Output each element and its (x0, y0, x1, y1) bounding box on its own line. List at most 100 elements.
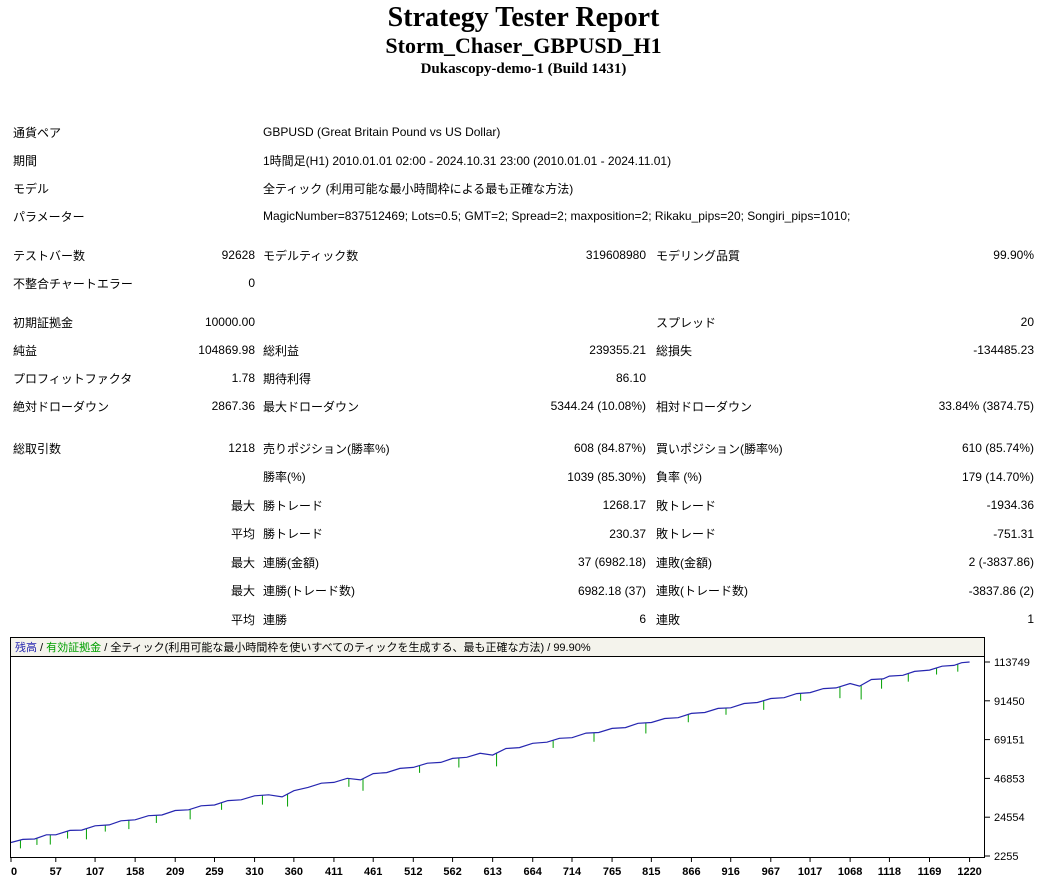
stat-value: 99.90% (993, 248, 1034, 262)
stat-label: 敗トレード (656, 498, 717, 513)
x-tick-label: 866 (682, 866, 700, 878)
y-tick-label: 69151 (994, 735, 1025, 747)
stat-value: 1 (1027, 612, 1034, 627)
stat-value: 6982.18 (37) (577, 583, 646, 598)
stat-label: 絶対ドローダウン (13, 399, 110, 414)
chart-legend-bar (11, 638, 984, 656)
stat-value: 610 (85.74%) (961, 441, 1034, 456)
stat-value: 319608980 (585, 248, 646, 262)
y-tick-label: 2255 (994, 851, 1018, 863)
info-value: 1時間足(H1) 2010.01.01 02:00 - 2024.10.31 2… (263, 153, 672, 168)
section-spacer (13, 297, 1034, 308)
stat-value: 平均 (230, 527, 255, 542)
x-tick-label: 209 (166, 866, 184, 878)
report-header: Strategy Tester Report Storm_Chaser_GBPU… (0, 2, 1047, 79)
x-tick-label: 360 (285, 866, 303, 878)
stat-label: 初期証拠金 (13, 315, 74, 330)
stat-value: 33.84% (3874.75) (938, 399, 1034, 413)
stat-value: 1.78 (231, 371, 255, 385)
stat-value: 10000.00 (204, 315, 255, 329)
stat-label: スプレッド (656, 315, 717, 330)
row-average-trade: 平均 勝トレード 230.37 敗トレード -751.31 (13, 520, 1034, 549)
stat-value: -134485.23 (973, 343, 1034, 357)
info-row-model: モデル 全ティック (利用可能な最小時間枠による最も正確な方法) (13, 174, 1034, 202)
row-largest-trade: 最大 勝トレード 1268.17 敗トレード -1934.36 (13, 491, 1034, 520)
chart-border (10, 637, 985, 858)
row-profit-factor: プロフィットファクタ 1.78 期待利得 86.10 (13, 364, 1034, 392)
stat-value: 2867.36 (211, 399, 255, 413)
stat-label: 総取引数 (13, 441, 62, 456)
stat-label: 連勝(トレード数) (263, 584, 355, 599)
info-label: パラメーター (13, 209, 85, 224)
info-label: モデル (13, 181, 50, 196)
info-value: GBPUSD (Great Britain Pound vs US Dollar… (263, 125, 501, 139)
stat-value: 86.10 (615, 371, 646, 385)
stat-label: 総利益 (263, 343, 300, 358)
expert-name: Storm_Chaser_GBPUSD_H1 (385, 33, 662, 59)
y-tick-label: 46853 (994, 773, 1025, 785)
stat-label: 連勝 (263, 612, 288, 627)
x-tick-label: 562 (443, 866, 461, 878)
stat-value: 6 (639, 612, 646, 627)
info-label: 通貨ペア (13, 125, 62, 140)
stat-value: -751.31 (993, 526, 1034, 541)
stat-value: 104869.98 (198, 343, 255, 357)
row-total-trades: 総取引数 1218 売りポジション(勝率%) 608 (84.87%) 買いポジ… (13, 434, 1034, 463)
row-mismatched-chart-errors: 不整合チャートエラー 0 (13, 269, 1034, 297)
info-label: 期間 (13, 153, 38, 168)
stat-label: 勝率(%) (263, 470, 306, 485)
info-row-currency-pair: 通貨ペア GBPUSD (Great Britain Pound vs US D… (13, 118, 1034, 146)
stat-value: 179 (14.70%) (961, 469, 1034, 484)
x-tick-label: 411 (325, 866, 343, 878)
x-tick-label: 57 (50, 866, 62, 878)
stat-label: 連敗 (656, 612, 681, 627)
stat-label: テストバー数 (13, 248, 86, 263)
x-tick-label: 310 (245, 866, 263, 878)
x-tick-label: 967 (762, 866, 780, 878)
y-tick-label: 113749 (994, 657, 1030, 669)
stat-label: 買いポジション(勝率%) (656, 441, 783, 456)
info-value: 全ティック (利用可能な最小時間枠による最も正確な方法) (263, 181, 574, 196)
stat-label: 連敗(トレード数) (656, 584, 748, 599)
x-tick-label: 158 (126, 866, 144, 878)
row-initial-deposit: 初期証拠金 10000.00 スプレッド 20 (13, 308, 1034, 336)
x-tick-label: 1118 (878, 866, 901, 878)
x-tick-label: 664 (524, 866, 543, 878)
page-title: Strategy Tester Report (387, 2, 660, 33)
stat-value: 20 (1020, 315, 1034, 329)
row-profit-loss-trades: 勝率(%) 1039 (85.30%) 負率 (%) 179 (14.70%) (13, 463, 1034, 492)
info-value: MagicNumber=837512469; Lots=0.5; GMT=2; … (263, 209, 851, 223)
stat-value: 1218 (228, 441, 255, 456)
stat-label: 不整合チャートエラー (13, 276, 133, 291)
x-tick-label: 714 (563, 866, 582, 878)
stat-value: 37 (6982.18) (577, 555, 646, 570)
y-tick-label: 24554 (994, 812, 1025, 824)
balance-equity-chart: 残高 / 有効証拠金 / 全ティック(利用可能な最小時間枠を使いすべてのティック… (10, 637, 1030, 878)
stat-value: 0 (248, 276, 255, 290)
stat-value: -3837.86 (2) (968, 583, 1034, 598)
stat-label: モデリング品質 (656, 248, 741, 263)
stat-label: 売りポジション(勝率%) (263, 441, 390, 456)
stat-label: 最大ドローダウン (263, 399, 360, 414)
stat-value: 1039 (85.30%) (567, 469, 646, 484)
x-tick-label: 107 (86, 866, 104, 878)
stat-value: 608 (84.87%) (573, 441, 646, 456)
stat-label: 負率 (%) (656, 470, 702, 485)
stat-value: 239355.21 (589, 343, 646, 357)
x-tick-label: 916 (722, 866, 740, 878)
row-max-consecutive-amount: 最大 連勝(金額) 37 (6982.18) 連敗(金額) 2 (-3837.8… (13, 548, 1034, 577)
stat-value: 230.37 (609, 526, 646, 541)
x-tick-label: 1068 (838, 866, 862, 878)
stat-value: 平均 (230, 612, 255, 627)
stat-label: 連敗(金額) (656, 555, 712, 570)
stat-label: 勝トレード (263, 498, 324, 513)
stat-label: 勝トレード (263, 527, 324, 542)
x-tick-label: 613 (483, 866, 501, 878)
section-spacer (13, 420, 1034, 434)
row-max-consecutive-count: 最大 連勝(トレード数) 6982.18 (37) 連敗(トレード数) -383… (13, 577, 1034, 606)
stat-value: -1934.36 (986, 498, 1034, 513)
stat-label: 敗トレード (656, 527, 717, 542)
row-bars-in-test: テストバー数 92628 モデルティック数 319608980 モデリング品質 … (13, 241, 1034, 269)
stat-value: 5344.24 (10.08%) (550, 399, 646, 413)
stat-label: 連勝(金額) (263, 555, 319, 570)
